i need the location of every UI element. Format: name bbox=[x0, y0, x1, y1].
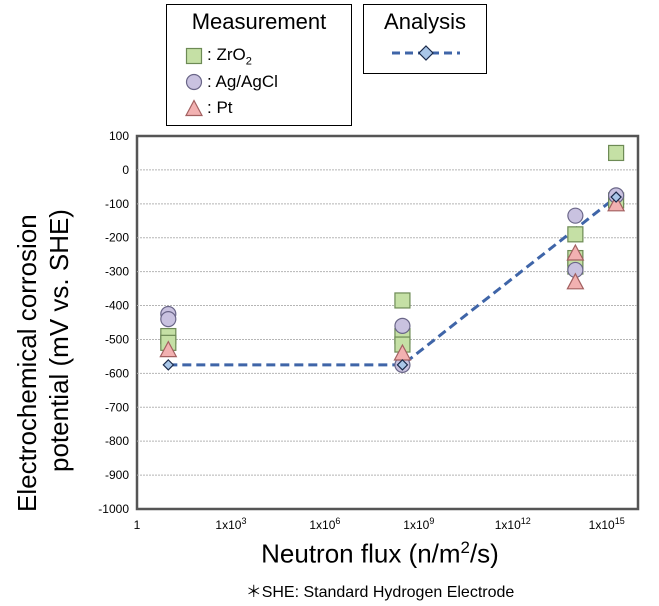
footnote: ＊SHE: Standard Hydrogen Electrode bbox=[245, 584, 515, 601]
legend-title-measurement: Measurement bbox=[191, 9, 327, 34]
circle-marker-icon bbox=[185, 73, 203, 91]
y-axis-title-line2: potential (mV vs. SHE) bbox=[44, 209, 74, 472]
y-axis-title: Electrochemical corrosion potential (mV … bbox=[8, 120, 98, 520]
y-tick-label: -500 bbox=[105, 332, 129, 346]
pt-point bbox=[566, 272, 585, 290]
y-tick-label: -600 bbox=[105, 366, 129, 380]
y-tick-label: -300 bbox=[105, 265, 129, 279]
legend-analysis: Analysis bbox=[363, 4, 487, 74]
x-tick-label: 1x103 bbox=[215, 516, 246, 532]
analysis-line bbox=[168, 195, 618, 367]
y-tick-label: -100 bbox=[105, 197, 129, 211]
legend-label-agagcl: : Ag/AgCl bbox=[207, 72, 278, 91]
agagcl-point bbox=[160, 311, 177, 328]
pt-point bbox=[607, 194, 626, 212]
analysis-point bbox=[162, 359, 175, 371]
pt-point bbox=[159, 340, 178, 358]
y-tick-label: -1000 bbox=[98, 502, 129, 516]
triangle-marker-icon bbox=[185, 99, 203, 117]
x-tick-label: 1x1015 bbox=[589, 516, 625, 532]
y-tick-label: -900 bbox=[105, 468, 129, 482]
legend-title-analysis: Analysis bbox=[384, 9, 466, 34]
x-tick-label: 1x109 bbox=[403, 516, 434, 532]
x-tick-label: 1x106 bbox=[309, 516, 340, 532]
legend-item-pt: : Pt bbox=[185, 97, 233, 119]
agagcl-point bbox=[567, 207, 584, 224]
zro2-point bbox=[608, 144, 625, 162]
analysis-point bbox=[396, 359, 409, 371]
y-tick-label: 100 bbox=[109, 129, 129, 143]
legend-label-zro2: : ZrO2 bbox=[207, 44, 252, 68]
analysis-point bbox=[610, 191, 622, 203]
y-tick-label: 0 bbox=[122, 163, 129, 177]
y-axis-title-line1: Electrochemical corrosion bbox=[12, 214, 42, 512]
legend-item-zro2: : ZrO2 bbox=[185, 45, 252, 67]
y-tick-label: -800 bbox=[105, 434, 129, 448]
pt-point bbox=[566, 243, 585, 261]
analysis-line-icon bbox=[392, 45, 460, 61]
y-tick-label: -200 bbox=[105, 231, 129, 245]
legend-label-pt: : Pt bbox=[207, 98, 233, 117]
zro2-point bbox=[394, 292, 411, 309]
legend-measurement: Measurement : ZrO2 : Ag/AgCl : Pt bbox=[166, 4, 352, 126]
x-tick-label: 1x1012 bbox=[495, 516, 531, 532]
square-marker-icon bbox=[185, 47, 203, 65]
y-tick-label: -400 bbox=[105, 299, 129, 313]
agagcl-point bbox=[394, 317, 411, 334]
y-tick-label: -700 bbox=[105, 400, 129, 414]
x-axis-title: Neutron flux (n/m2/s) bbox=[261, 538, 499, 569]
zro2-point bbox=[567, 226, 584, 243]
legend-item-agagcl: : Ag/AgCl bbox=[185, 71, 278, 93]
x-tick-label: 1 bbox=[134, 518, 141, 532]
plot-area bbox=[135, 134, 640, 511]
